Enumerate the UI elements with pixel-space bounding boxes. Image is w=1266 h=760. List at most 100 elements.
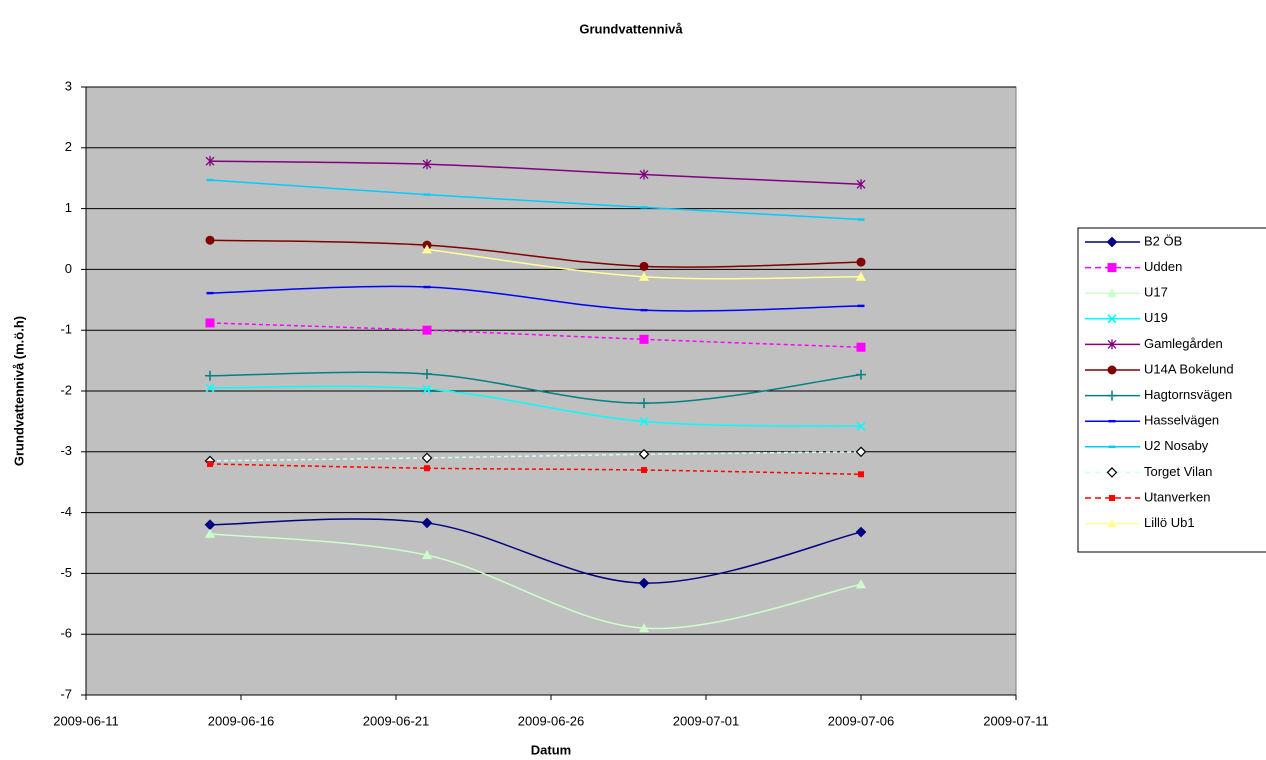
marker xyxy=(641,467,647,474)
series-line xyxy=(209,463,862,476)
series-line xyxy=(209,285,862,312)
marker xyxy=(1108,420,1116,423)
series-line xyxy=(209,371,862,404)
marker xyxy=(207,460,213,467)
marker xyxy=(206,291,214,295)
x-tick-label: 2009-06-11 xyxy=(53,713,119,728)
y-axis-label: Grundvattennivå (m.ö.h) xyxy=(11,316,26,466)
marker xyxy=(423,193,431,196)
marker xyxy=(421,452,433,464)
series-line xyxy=(209,385,862,428)
y-tick-label: -1 xyxy=(60,322,72,337)
marker xyxy=(640,206,648,209)
marker xyxy=(857,304,865,308)
marker xyxy=(1107,390,1117,401)
legend-label: Lillö Ub1 xyxy=(1144,515,1195,530)
marker xyxy=(856,179,866,190)
legend-label: U2 Nosaby xyxy=(1144,438,1209,453)
marker xyxy=(639,623,649,633)
legend-label: U19 xyxy=(1144,310,1168,325)
marker xyxy=(422,159,432,170)
marker xyxy=(1107,365,1117,375)
x-tick-label: 2009-06-21 xyxy=(363,713,430,728)
marker xyxy=(1107,288,1117,298)
series-line xyxy=(209,160,862,186)
x-tick-label: 2009-07-11 xyxy=(983,713,1049,728)
marker xyxy=(1107,263,1117,273)
y-tick-label: -6 xyxy=(60,626,72,641)
marker xyxy=(639,169,649,180)
marker xyxy=(205,383,215,393)
marker xyxy=(856,342,866,352)
series-line xyxy=(209,518,862,584)
marker xyxy=(639,416,649,426)
marker xyxy=(422,384,432,394)
marker xyxy=(424,465,430,472)
marker xyxy=(423,285,431,289)
marker xyxy=(856,369,866,380)
marker xyxy=(206,178,214,182)
x-tick-label: 2009-06-26 xyxy=(518,713,585,728)
x-axis-label: Datum xyxy=(531,742,571,757)
series-line xyxy=(209,239,862,268)
y-tick-label: 1 xyxy=(65,200,72,215)
series-line xyxy=(209,451,862,462)
legend-label: Udden xyxy=(1144,259,1182,274)
marker xyxy=(422,368,432,379)
marker xyxy=(638,448,650,460)
marker xyxy=(639,398,649,409)
marker xyxy=(205,370,215,381)
y-tick-label: -7 xyxy=(60,686,72,701)
marker xyxy=(422,244,432,254)
y-tick-label: 0 xyxy=(65,261,72,276)
x-tick-label: 2009-06-16 xyxy=(208,713,275,728)
marker xyxy=(205,528,215,538)
legend-label: B2 ÖB xyxy=(1144,233,1182,248)
marker xyxy=(856,271,866,281)
x-tick-label: 2009-07-01 xyxy=(673,713,740,728)
marker xyxy=(1108,445,1116,448)
y-tick-label: -4 xyxy=(60,504,72,519)
marker xyxy=(639,334,649,344)
y-tick-label: 3 xyxy=(65,78,72,93)
y-tick-label: -2 xyxy=(60,382,72,397)
marker xyxy=(856,579,866,589)
marker xyxy=(638,577,650,589)
marker xyxy=(421,517,433,529)
marker xyxy=(857,218,865,221)
legend-label: U14A Bokelund xyxy=(1144,361,1234,376)
marker xyxy=(422,550,432,560)
legend-label: Hasselvägen xyxy=(1144,413,1219,428)
y-tick-label: -3 xyxy=(60,443,72,458)
chart-title: Grundvattennivå xyxy=(579,21,683,36)
series-line xyxy=(209,179,862,221)
marker xyxy=(205,235,215,245)
marker xyxy=(855,526,867,538)
marker xyxy=(1107,339,1117,350)
marker xyxy=(856,421,866,431)
x-tick-label: 2009-07-06 xyxy=(828,713,895,728)
series-line xyxy=(209,533,862,630)
marker xyxy=(205,318,215,328)
y-tick-label: -5 xyxy=(60,565,72,580)
marker xyxy=(1106,467,1118,478)
marker xyxy=(858,471,864,478)
marker xyxy=(855,446,867,458)
legend-label: Utanverken xyxy=(1144,489,1210,504)
legend-label: Gamlegården xyxy=(1144,336,1223,351)
legend-label: U17 xyxy=(1144,285,1168,300)
marker xyxy=(1107,518,1117,528)
marker xyxy=(640,308,648,312)
legend-label: Torget Vilan xyxy=(1144,464,1212,479)
marker xyxy=(422,325,432,335)
marker xyxy=(856,257,866,267)
marker xyxy=(205,156,215,167)
marker xyxy=(1109,495,1115,501)
y-tick-label: 2 xyxy=(65,139,72,154)
marker xyxy=(1106,236,1118,248)
marker xyxy=(639,261,649,271)
marker xyxy=(1107,314,1117,324)
marker xyxy=(639,271,649,281)
legend-label: Hagtornsvägen xyxy=(1144,387,1232,402)
